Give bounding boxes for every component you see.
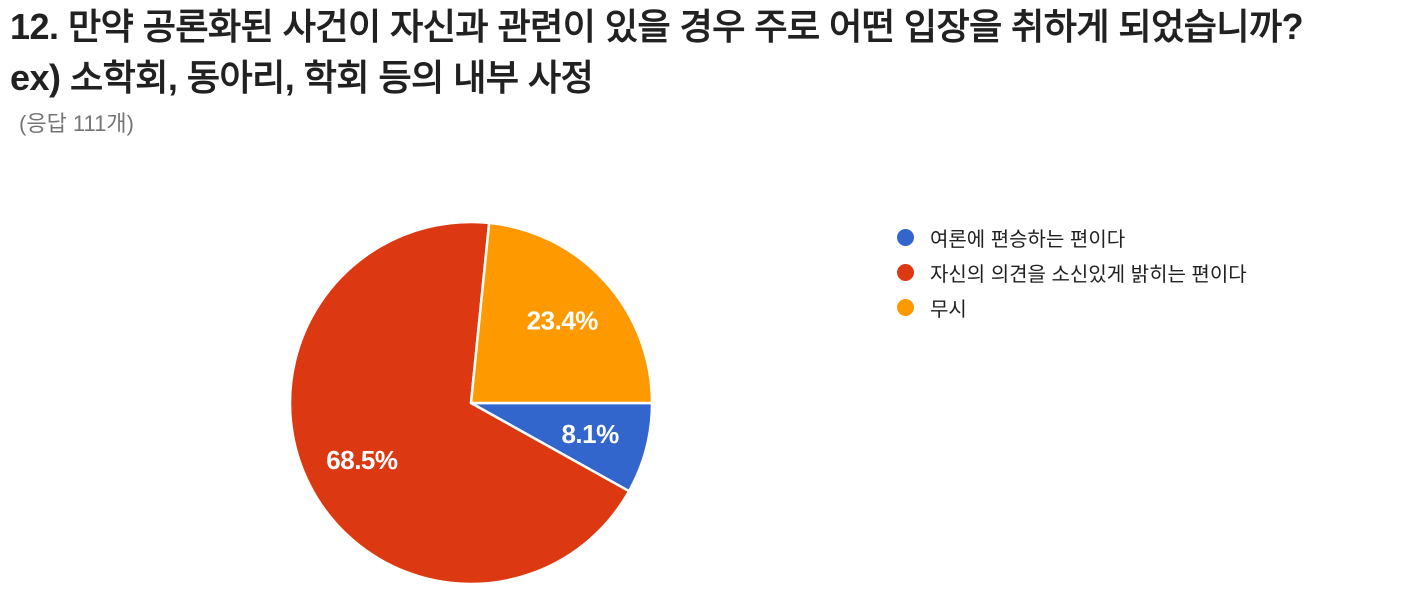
legend-item-label: 무시	[930, 298, 967, 321]
legend-color-dot	[897, 228, 914, 246]
legend-item: 무시	[897, 297, 1247, 321]
pie-chart: 8.1% 68.5% 23.4%	[281, 213, 661, 593]
pie-slice-0	[469, 401, 654, 493]
legend-color-dot	[897, 263, 914, 281]
pie-slice-2	[469, 221, 654, 405]
question-title-line-1: 12. 만약 공론화된 사건이 자신과 관련이 있을 경우 주로 어떤 입장을 …	[10, 6, 1304, 47]
pie-slice-label-0: 8.1%	[561, 419, 619, 449]
pie-chart-svg: 8.1% 68.5% 23.4%	[288, 220, 654, 586]
legend-item-label: 여론에 편승하는 편이다	[930, 228, 1126, 251]
pie-slice-label-1: 68.5%	[326, 445, 398, 475]
response-count: (응답 111개)	[19, 111, 134, 136]
pie-slice-1	[288, 220, 631, 586]
pie-slice-label-2: 23.4%	[527, 306, 599, 336]
question-title: 12. 만약 공론화된 사건이 자신과 관련이 있을 경우 주로 어떤 입장을 …	[10, 1, 1402, 103]
legend-item: 자신의 의견을 소신있게 밝히는 편이다	[897, 262, 1247, 286]
question-title-line-2: ex) 소학회, 동아리, 학회 등의 내부 사정	[10, 57, 594, 98]
chart-legend: 여론에 편승하는 편이다 자신의 의견을 소신있게 밝히는 편이다 무시	[897, 227, 1247, 332]
legend-color-dot	[897, 298, 914, 316]
legend-item: 여론에 편승하는 편이다	[897, 227, 1247, 251]
legend-item-label: 자신의 의견을 소신있게 밝히는 편이다	[930, 263, 1247, 286]
